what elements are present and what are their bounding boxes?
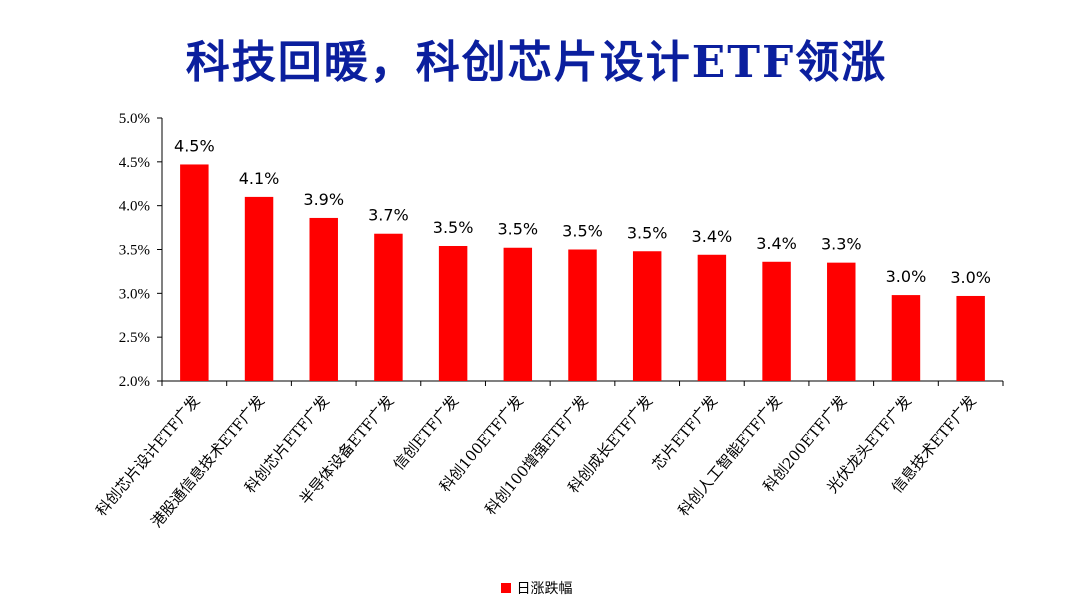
data-label: 3.0% xyxy=(886,267,927,286)
y-tick-label: 4.0% xyxy=(119,199,150,215)
bar xyxy=(632,251,662,381)
bar xyxy=(309,217,338,381)
data-label: 3.4% xyxy=(692,227,733,246)
bar xyxy=(697,254,727,381)
bar xyxy=(244,196,274,381)
x-axis xyxy=(161,380,1004,386)
data-label: 3.4% xyxy=(756,234,797,253)
bar xyxy=(374,233,403,381)
data-label: 4.5% xyxy=(174,136,215,155)
data-label: 3.5% xyxy=(562,222,603,241)
data-label: 3.7% xyxy=(368,206,409,225)
category-label: 信创ETF广发 xyxy=(390,392,463,474)
data-label: 4.1% xyxy=(239,169,280,188)
chart-title: 科技回暖，科创芯片设计ETF领涨 xyxy=(185,37,888,88)
bar xyxy=(568,249,597,381)
y-tick-label: 3.5% xyxy=(119,243,150,259)
bar xyxy=(180,164,209,381)
y-tick-label: 4.5% xyxy=(119,155,150,171)
bar xyxy=(891,295,921,381)
y-tick-label: 2.5% xyxy=(119,330,150,346)
legend: 日涨跌幅 xyxy=(0,578,1073,598)
data-label: 3.5% xyxy=(433,218,474,237)
bar xyxy=(827,262,856,381)
y-tick-label: 3.0% xyxy=(119,286,150,302)
data-labels: 4.5% 4.1% 3.9% 3.7% 3.5% 3.5% 3.5% 3.5% 3.4% 3.4%… xyxy=(174,136,991,287)
category-label: 芯片ETF广发 xyxy=(648,392,721,474)
data-label: 3.3% xyxy=(821,235,862,254)
data-label: 3.9% xyxy=(303,190,344,209)
bar xyxy=(956,295,985,381)
y-tick-label: 5.0% xyxy=(119,111,150,127)
bar xyxy=(503,247,533,381)
bar xyxy=(762,261,791,381)
data-label: 3.5% xyxy=(627,223,668,242)
y-axis: 2.0% 2.5% 3.0% 3.5% 4.0% 4.5% 5.0% xyxy=(119,111,163,390)
y-tick-label: 2.0% xyxy=(119,374,150,390)
bars xyxy=(180,164,985,381)
category-label: 港股通信息技术ETF广发 xyxy=(147,392,268,531)
bar xyxy=(438,245,468,381)
legend-label: 日涨跌幅 xyxy=(516,581,573,597)
data-label: 3.5% xyxy=(497,220,538,239)
data-label: 3.0% xyxy=(950,268,991,287)
category-labels: 科创芯片设计ETF广发港股通信息技术ETF广发科创芯片ETF广发半导体设备ETF… xyxy=(92,392,979,531)
legend-swatch xyxy=(500,583,511,593)
